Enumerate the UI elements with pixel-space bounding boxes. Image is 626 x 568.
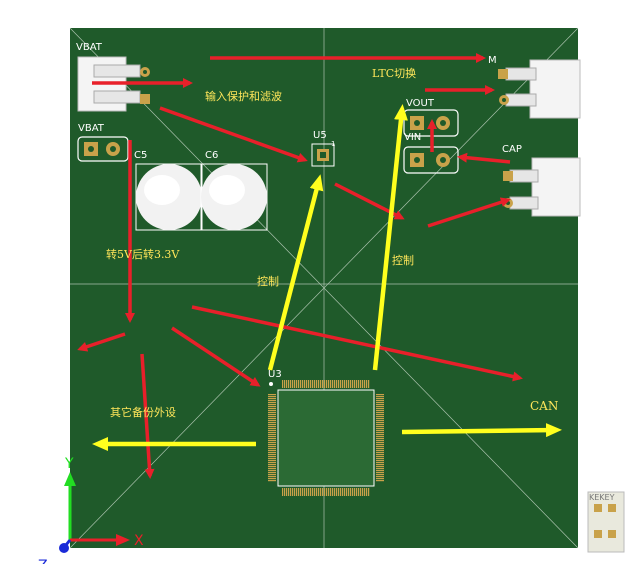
arrow-to-cap-lower [427,197,511,228]
control-left-note: 控制 [257,274,279,288]
axis-gizmo [59,472,130,553]
origin-dot [59,543,69,553]
vout-header[interactable] [403,109,459,137]
input-protection-note: 输入保护和滤波 [205,89,282,103]
x-axis-head [116,534,130,546]
kekey-component[interactable] [587,491,625,553]
x-axis-label: X [134,533,144,549]
vin-header[interactable] [403,146,459,174]
u5-label: U5 [313,130,327,141]
capacitor-c5[interactable] [135,163,203,231]
u5-pin1-label: 1 [331,140,335,148]
arrow-cap-to-vin [457,152,511,164]
u3-label: U3 [268,369,282,380]
ltc-switch-note: LTC切换 [372,66,416,80]
arrow-to-u3 [171,326,261,387]
kekey-label: KEKEY [589,493,615,502]
vbat-mid-label: VBAT [78,123,105,134]
capacitor-c6[interactable] [200,163,268,231]
cap-label: CAP [502,144,522,155]
vin-label: VIN [404,132,421,143]
board-guides [69,27,579,549]
vbat-top-label: VBAT [76,42,103,53]
vbat-header[interactable] [77,136,129,162]
u3-mcu[interactable] [268,380,384,496]
z-axis-label: Z [38,558,48,564]
u5-chip[interactable] [311,143,335,167]
yellow-arrows [92,104,562,451]
control-right-note: 控制 [392,253,414,267]
red-arrows [77,53,523,479]
vout-label: VOUT [406,98,435,109]
arrow-u3-to-u5 [267,174,324,371]
convert-5v-3v3-note: 转5V后转3.3V [106,247,180,261]
cap-connector[interactable] [503,157,581,217]
arrow-to-peripherals [140,353,155,479]
m-label: M [488,55,497,66]
other-backup-note: 其它备份外设 [110,405,176,419]
y-axis-label: Y [64,456,74,472]
arrow-u3-to-ltc [372,104,408,371]
m-connector[interactable] [498,59,581,119]
arrow-u3-to-can [401,423,562,438]
arrow-vbat-to-u5 [159,106,308,163]
arrow-to-left [77,332,126,352]
arrow-to-can [191,305,523,382]
y-axis-head [64,472,76,486]
c5-label: C5 [134,150,147,161]
c6-label: C6 [205,150,218,161]
can-note: CAN [530,399,558,413]
